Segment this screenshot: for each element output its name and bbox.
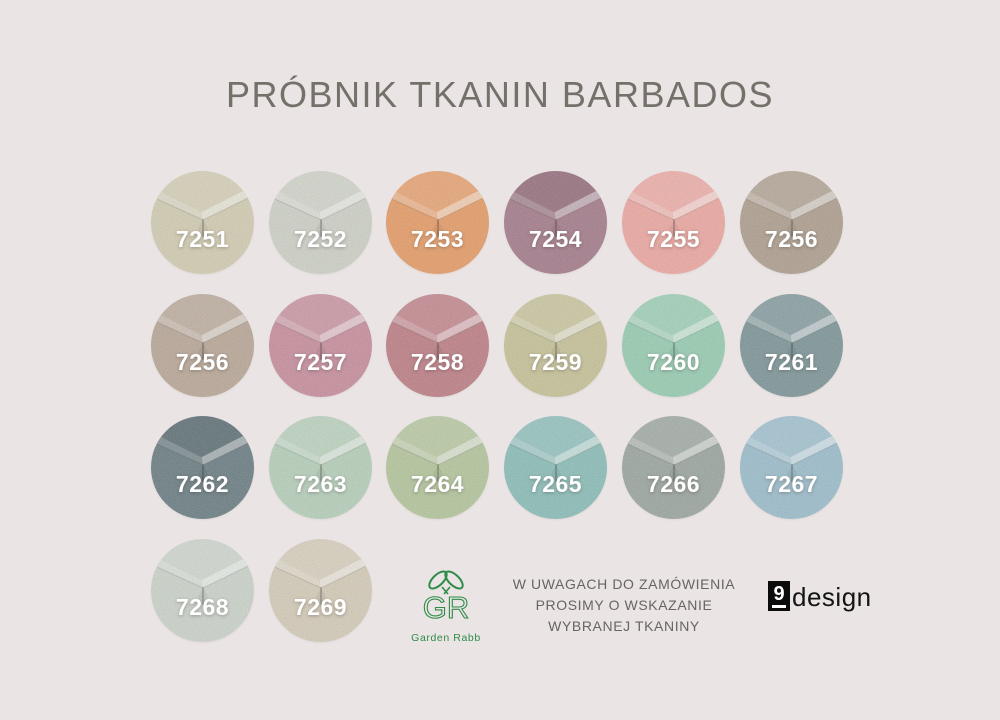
swatch-number: 7258	[410, 349, 465, 375]
ninedesign-logo: 9 design	[768, 581, 872, 611]
fabric-corner-icon	[740, 171, 843, 274]
swatch-number: 7256	[764, 226, 819, 252]
fabric-swatch-7260: 7260	[622, 294, 725, 397]
fabric-swatch-7255: 7255	[622, 171, 725, 274]
swatch-number: 7262	[175, 471, 230, 497]
fabric-swatch-7263: 7263	[269, 416, 372, 519]
fabric-corner-icon	[622, 416, 725, 519]
swatch-number: 7257	[293, 349, 348, 375]
swatch-number: 7267	[764, 471, 819, 497]
fabric-corner-icon	[740, 294, 843, 397]
swatch-number: 7255	[646, 226, 701, 252]
fabric-swatch-7267: 7267	[740, 416, 843, 519]
ninedesign-word: design	[792, 582, 872, 612]
fabric-swatch-7266: 7266	[622, 416, 725, 519]
fabric-swatch-7268: 7268	[151, 539, 254, 642]
garden-rabb-label: Garden Rabb	[411, 632, 481, 644]
swatch-number: 7268	[175, 594, 230, 620]
garden-rabb-logo: GR Garden Rabb	[402, 568, 490, 644]
fabric-corner-icon	[622, 294, 725, 397]
fabric-corner-icon	[504, 171, 607, 274]
swatch-number: 7263	[293, 471, 348, 497]
fabric-swatch-7253: 7253	[386, 171, 489, 274]
swatch-number: 7265	[528, 471, 583, 497]
order-note-line3: WYBRANEJ TKANINY	[548, 618, 700, 634]
fabric-swatch-7269: 7269	[269, 539, 372, 642]
swatch-number: 7254	[528, 226, 583, 252]
page-title: PRÓBNIK TKANIN BARBADOS	[226, 74, 774, 115]
fabric-corner-icon	[151, 171, 254, 274]
swatch-number: 7260	[646, 349, 701, 375]
swatch-number: 7259	[528, 349, 583, 375]
fabric-corner-icon	[622, 171, 725, 274]
fabric-swatch-7262: 7262	[151, 416, 254, 519]
fabric-swatch-7251: 7251	[151, 171, 254, 274]
order-note: W UWAGACH DO ZAMÓWIENIA PROSIMY O WSKAZA…	[493, 574, 755, 637]
fabric-corner-icon	[740, 416, 843, 519]
swatch-number: 7261	[764, 349, 819, 375]
fabric-swatch-7256: 7256	[740, 171, 843, 274]
order-note-line1: W UWAGACH DO ZAMÓWIENIA	[512, 576, 736, 592]
swatch-number: 7264	[410, 471, 465, 497]
fabric-corner-icon	[504, 416, 607, 519]
fabric-swatch-7259: 7259	[504, 294, 607, 397]
ninedesign-9-icon: 9	[768, 581, 790, 611]
order-note-line2: PROSIMY O WSKAZANIE	[535, 597, 713, 613]
fabric-swatch-7252: 7252	[269, 171, 372, 274]
fabric-corner-icon	[386, 416, 489, 519]
fabric-corner-icon	[269, 539, 372, 642]
fabric-corner-icon	[386, 294, 489, 397]
swatch-number: 7266	[646, 471, 701, 497]
fabric-corner-icon	[386, 171, 489, 274]
fabric-corner-icon	[151, 294, 254, 397]
fabric-swatch-7258: 7258	[386, 294, 489, 397]
fabric-corner-icon	[504, 294, 607, 397]
fabric-swatch-7261: 7261	[740, 294, 843, 397]
swatch-number: 7253	[410, 226, 465, 252]
fabric-corner-icon	[269, 171, 372, 274]
fabric-corner-icon	[269, 294, 372, 397]
fabric-swatch-7254: 7254	[504, 171, 607, 274]
fabric-swatch-7265: 7265	[504, 416, 607, 519]
fabric-corner-icon	[269, 416, 372, 519]
garden-rabb-monogram-icon: GR	[422, 570, 470, 626]
svg-text:GR: GR	[423, 590, 470, 625]
ninedesign-number: 9	[772, 584, 786, 608]
swatch-number: 7251	[175, 226, 230, 252]
swatch-number: 7256	[175, 349, 230, 375]
swatch-number: 7269	[293, 594, 348, 620]
fabric-corner-icon	[151, 539, 254, 642]
swatch-number: 7252	[293, 226, 348, 252]
fabric-swatch-7257: 7257	[269, 294, 372, 397]
fabric-swatch-7264: 7264	[386, 416, 489, 519]
fabric-swatch-7256: 7256	[151, 294, 254, 397]
fabric-corner-icon	[151, 416, 254, 519]
